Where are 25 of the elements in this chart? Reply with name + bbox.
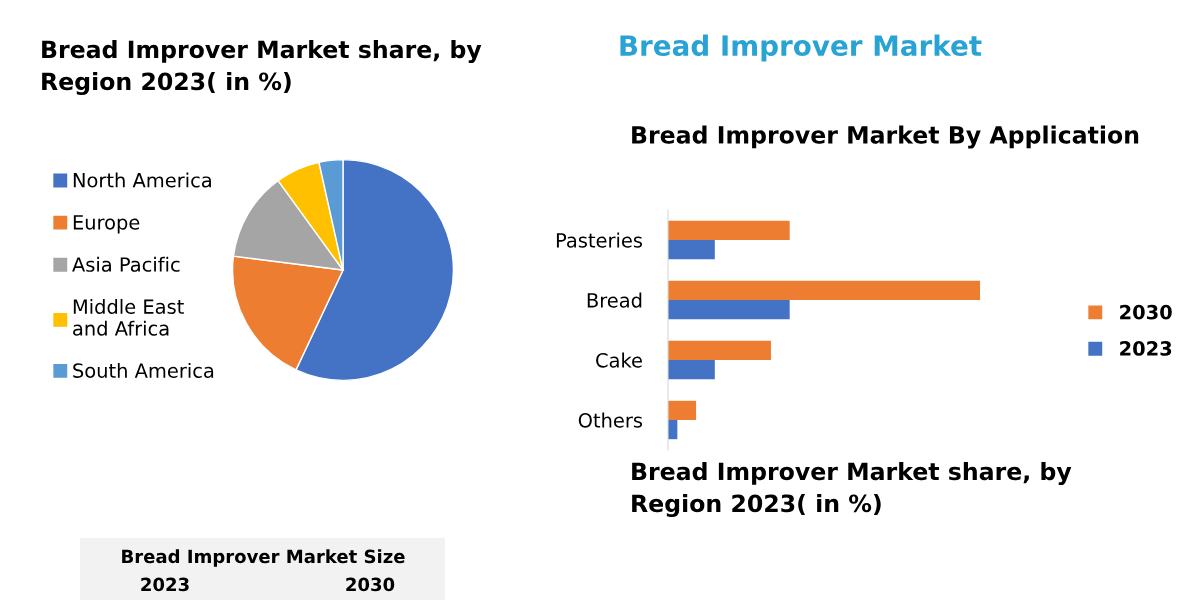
bar [668, 340, 771, 360]
bar [668, 280, 980, 300]
legend-label: 2023 [1120, 341, 1172, 356]
bar [668, 360, 715, 380]
bar [668, 220, 790, 240]
legend-label: 2030 [1120, 304, 1172, 320]
text: 2023 [141, 577, 189, 592]
chart-title: Bread Improver Market share, by Region 2023( in %) [42, 40, 482, 96]
legend-label: South America [73, 362, 214, 378]
y-tick-label: Pasteries [556, 232, 643, 248]
bar [668, 400, 697, 420]
text: 2030 [346, 577, 395, 592]
y-tick-label: Bread [587, 292, 642, 308]
bar [668, 300, 790, 320]
y-tick-label: Cake [596, 352, 642, 368]
bar [668, 240, 715, 260]
chart-title: Bread Improver Market [620, 34, 982, 62]
legend-label: Asia Pacific [72, 256, 180, 272]
chart-subtitle: Bread Improver Market By Application [632, 125, 1139, 149]
y-tick-label: Others [578, 412, 643, 428]
text: Bread Improver Market Size [122, 549, 405, 567]
legend-label: Europe [73, 215, 140, 234]
text: Bread Improver Market share, by Region 2023( in %) [632, 462, 1072, 518]
legend-label: North America [73, 172, 211, 188]
legend-label: Middle East and Africa [73, 298, 184, 336]
